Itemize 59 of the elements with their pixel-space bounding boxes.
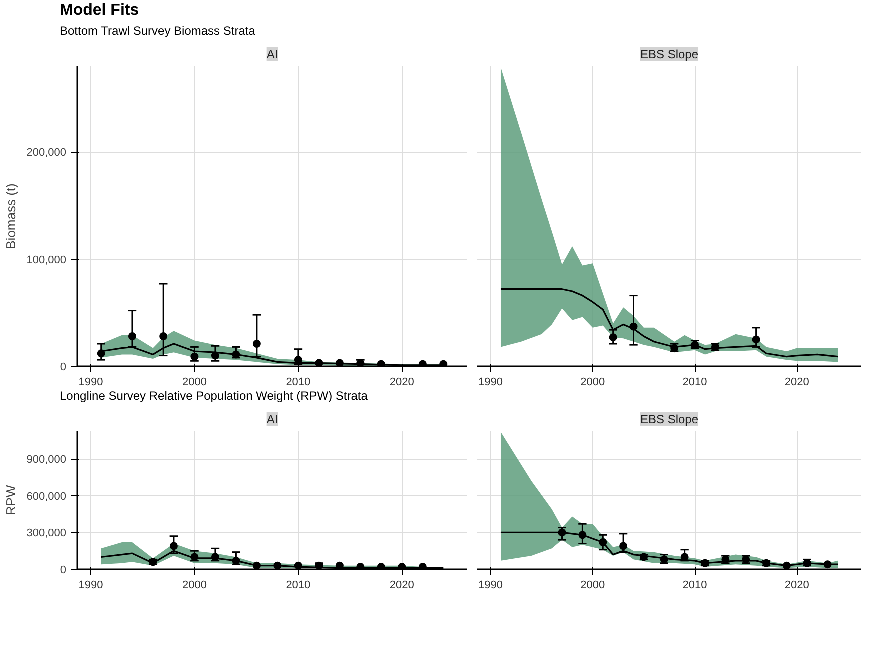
- x-tick-label: 2000: [580, 376, 606, 388]
- point: [160, 332, 168, 340]
- x-tick-label: 2010: [682, 376, 708, 388]
- y-tick-label: 100,000: [26, 254, 67, 266]
- point: [315, 359, 324, 366]
- y-tick-label: 200,000: [26, 147, 67, 160]
- y-tick-label: 600,000: [26, 491, 67, 504]
- point: [190, 553, 199, 562]
- x-tick-label: 2010: [286, 376, 311, 388]
- point: [377, 360, 386, 366]
- y-axis-title: Biomass (t): [4, 184, 19, 250]
- x-tick-label: 2020: [784, 580, 810, 592]
- x-tick-label: 2000: [580, 580, 606, 592]
- y-axis-title: RPW: [4, 484, 19, 516]
- point: [294, 562, 302, 570]
- point: [609, 334, 618, 342]
- y-tick-label: 0: [60, 564, 67, 577]
- chart-title: Model Fits: [60, 2, 140, 19]
- x-tick-label: 2020: [390, 580, 414, 592]
- point: [97, 350, 106, 358]
- point: [252, 340, 261, 348]
- x-tick-label: 1990: [478, 580, 504, 592]
- point: [128, 332, 136, 340]
- point: [558, 528, 566, 537]
- x-tick-label: 2010: [286, 580, 311, 592]
- chart-subtitle: AI: [266, 47, 278, 62]
- point: [211, 352, 220, 360]
- x-tick-label: 2000: [182, 376, 207, 388]
- point: [599, 538, 608, 547]
- point: [252, 562, 261, 570]
- x-tick-label: 1990: [78, 580, 104, 592]
- text: Bottom Trawl Survey Biomass Strata: [60, 22, 256, 40]
- point: [440, 360, 448, 366]
- point: [170, 542, 178, 550]
- point: [782, 562, 791, 570]
- point: [232, 350, 240, 359]
- point: [274, 562, 282, 570]
- chart-subtitle: EBS Slope: [640, 412, 699, 427]
- chart-subtitle: EBS Slope: [640, 47, 699, 62]
- x-tick-label: 2020: [390, 376, 414, 388]
- x-tick-label: 2000: [182, 580, 207, 592]
- text: Longline Survey Relative Population Weight (RPW) Strata: [60, 388, 368, 405]
- point: [315, 562, 324, 570]
- x-tick-label: 1990: [78, 376, 104, 388]
- point: [620, 542, 628, 550]
- point: [336, 359, 344, 366]
- point: [211, 553, 220, 562]
- y-tick-label: 900,000: [26, 454, 67, 466]
- x-tick-label: 1990: [478, 376, 504, 388]
- point: [630, 322, 638, 331]
- point: [752, 336, 760, 344]
- y-tick-label: 0: [60, 361, 67, 374]
- point: [578, 531, 587, 540]
- x-tick-label: 2020: [784, 376, 810, 388]
- y-tick-label: 300,000: [26, 528, 67, 540]
- x-tick-label: 2010: [682, 580, 708, 592]
- chart-subtitle: AI: [266, 412, 278, 427]
- point: [824, 560, 832, 569]
- point: [190, 352, 199, 361]
